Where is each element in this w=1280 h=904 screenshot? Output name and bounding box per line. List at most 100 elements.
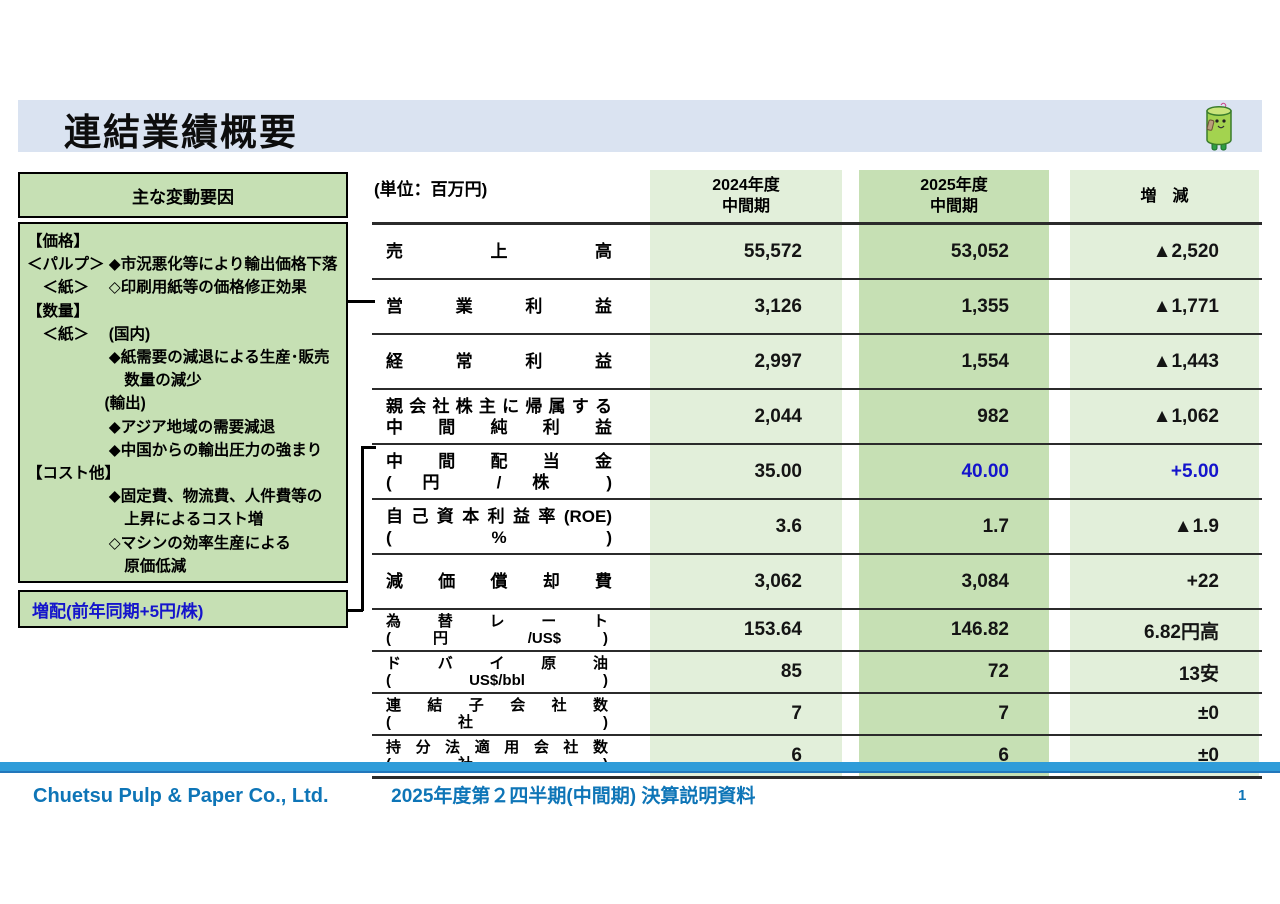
cell-2024: 153.64: [650, 610, 842, 650]
row-label-line: ドバイ原油: [386, 654, 608, 672]
cell-2025: 146.82: [859, 610, 1049, 650]
col-header-2025: 2025年度 中間期: [859, 170, 1049, 222]
factor-line: ◆アジア地域の需要減退: [27, 418, 276, 436]
table-header: (単位：百万円) 2024年度 中間期 2025年度 中間期 増 減: [372, 170, 1262, 225]
col-header-diff: 増 減: [1070, 170, 1259, 222]
row-label-line: 為替レート: [386, 612, 608, 630]
row-label-line: ( 社 ): [386, 714, 608, 731]
column-gap: [1049, 225, 1070, 278]
cell-2025: 1.7: [859, 500, 1049, 553]
table-row: 為替レート( 円 /US$ ) 153.64 146.82 6.82円高: [372, 610, 1262, 652]
column-gap: [1049, 390, 1070, 443]
cell-2025: 53,052: [859, 225, 1049, 278]
factor-line: ◆固定費、物流費、人件費等の: [27, 488, 323, 506]
row-label-line: ( 円 /US$ ): [386, 630, 608, 647]
cell-2025: 1,554: [859, 335, 1049, 388]
table-row: 売上高 55,572 53,052 ▲2,520: [372, 225, 1262, 280]
column-gap: [1049, 694, 1070, 734]
row-label-line: 売上高: [386, 242, 612, 261]
column-gap: [842, 170, 859, 222]
col-header-line: 中間期: [929, 198, 978, 215]
col-header-line: 中間期: [721, 198, 770, 215]
col-header-line: 増 減: [1140, 187, 1189, 205]
factor-line: ◆中国からの輸出圧力の強まり: [27, 441, 323, 459]
connector-dividend-vertical: [361, 446, 364, 611]
row-label: 連結子会社数( 社 ): [372, 694, 650, 734]
row-label-line: ( US$/bbl ): [386, 672, 608, 689]
row-label-line: 持分法適用会社数: [386, 738, 608, 756]
column-gap: [842, 335, 859, 388]
page-number: 1: [1238, 787, 1247, 804]
column-gap: [842, 390, 859, 443]
table-body: 売上高 55,572 53,052 ▲2,520 営業利益 3,126 1,355 ▲1,77…: [372, 225, 1262, 779]
factor-line: ◇マシンの効率生産による: [27, 534, 291, 552]
dividend-note-box: 増配(前年同期+5円/株): [18, 590, 348, 628]
factor-line: (輸出): [27, 395, 146, 413]
column-gap: [842, 500, 859, 553]
factor-line: 数量の減少: [27, 372, 202, 390]
row-label-line: 中間純利益: [386, 417, 612, 437]
cell-diff: ±0: [1070, 694, 1259, 734]
factor-line: 【数量】: [27, 302, 90, 320]
footer-company: Chuetsu Pulp & Paper Co., Ltd.: [33, 785, 329, 807]
cell-2025: 40.00: [859, 445, 1049, 498]
cell-2024: 35.00: [650, 445, 842, 498]
column-gap: [842, 694, 859, 734]
table-row: 減価償却費 3,062 3,084 +22: [372, 555, 1262, 610]
column-gap: [1049, 280, 1070, 333]
row-label: 為替レート( 円 /US$ ): [372, 610, 650, 650]
row-label-line: 親会社株主に帰属する: [386, 396, 612, 416]
row-label: 売上高: [372, 225, 650, 278]
table-row: 中間配当金( 円 / 株 ) 35.00 40.00 +5.00: [372, 445, 1262, 500]
column-gap: [842, 555, 859, 608]
row-label-line: ( % ): [386, 527, 612, 547]
dividend-note-text: 増配(前年同期+5円/株): [32, 601, 204, 621]
column-gap: [1049, 335, 1070, 388]
col-header-2024: 2024年度 中間期: [650, 170, 842, 222]
factors-header-box: 主な変動要因: [18, 172, 348, 218]
connector-dividend-bottom: [348, 609, 363, 612]
cell-diff: ▲1,062: [1070, 390, 1259, 443]
table-row: ドバイ原油( US$/bbl ) 85 72 13安: [372, 652, 1262, 694]
row-label: 営業利益: [372, 280, 650, 333]
footer-doc-title: 2025年度第２四半期(中間期) 決算説明資料: [391, 786, 756, 807]
row-label-line: 連結子会社数: [386, 696, 608, 714]
page-title: 連結業績概要: [64, 112, 298, 153]
cell-2024: 3.6: [650, 500, 842, 553]
column-gap: [842, 280, 859, 333]
row-label: 親会社株主に帰属する 中間純利益: [372, 390, 650, 443]
row-label-line: ( 円 / 株 ): [386, 472, 612, 492]
title-band: 連結業績概要: [18, 100, 1262, 153]
factors-box: 【価格】 ＜パルプ＞ ◆市況悪化等により輸出価格下落 ＜紙＞ ◇印刷用紙等の価格修…: [18, 222, 348, 583]
factor-line: ＜パルプ＞ ◆市況悪化等により輸出価格下落: [27, 256, 338, 274]
table-row: 営業利益 3,126 1,355 ▲1,771: [372, 280, 1262, 335]
column-gap: [1049, 445, 1070, 498]
factor-line: 原価低減: [27, 557, 187, 575]
factor-line: ＜紙＞ (国内): [27, 325, 151, 343]
table-row: 親会社株主に帰属する 中間純利益 2,044 982 ▲1,062: [372, 390, 1262, 445]
table-row: 経常利益 2,997 1,554 ▲1,443: [372, 335, 1262, 390]
column-gap: [842, 652, 859, 692]
factor-line: 【価格】: [27, 233, 90, 250]
column-gap: [1049, 555, 1070, 608]
table-row: 自己資本利益率(ROE)( % ) 3.6 1.7 ▲1.9: [372, 500, 1262, 555]
col-header-line: 2024年度: [712, 177, 780, 194]
cell-diff: +5.00: [1070, 445, 1259, 498]
column-gap: [1049, 500, 1070, 553]
cell-diff: ▲1.9: [1070, 500, 1259, 553]
row-label: 経常利益: [372, 335, 650, 388]
row-label-line: 中間配当金: [386, 451, 612, 471]
cell-diff: ▲2,520: [1070, 225, 1259, 278]
column-gap: [1049, 652, 1070, 692]
row-label-line: 減価償却費: [386, 572, 612, 591]
column-gap: [1049, 170, 1070, 222]
cell-2025: 982: [859, 390, 1049, 443]
column-gap: [1049, 610, 1070, 650]
factor-line: ＜紙＞ ◇印刷用紙等の価格修正効果: [27, 279, 307, 297]
results-table: (単位：百万円) 2024年度 中間期 2025年度 中間期 増 減 売上高 55…: [372, 170, 1262, 779]
column-gap: [842, 610, 859, 650]
cell-diff: 6.82円高: [1070, 610, 1259, 650]
factor-line: 【コスト他】: [27, 465, 121, 483]
row-label: 減価償却費: [372, 555, 650, 608]
cell-2025: 3,084: [859, 555, 1049, 608]
